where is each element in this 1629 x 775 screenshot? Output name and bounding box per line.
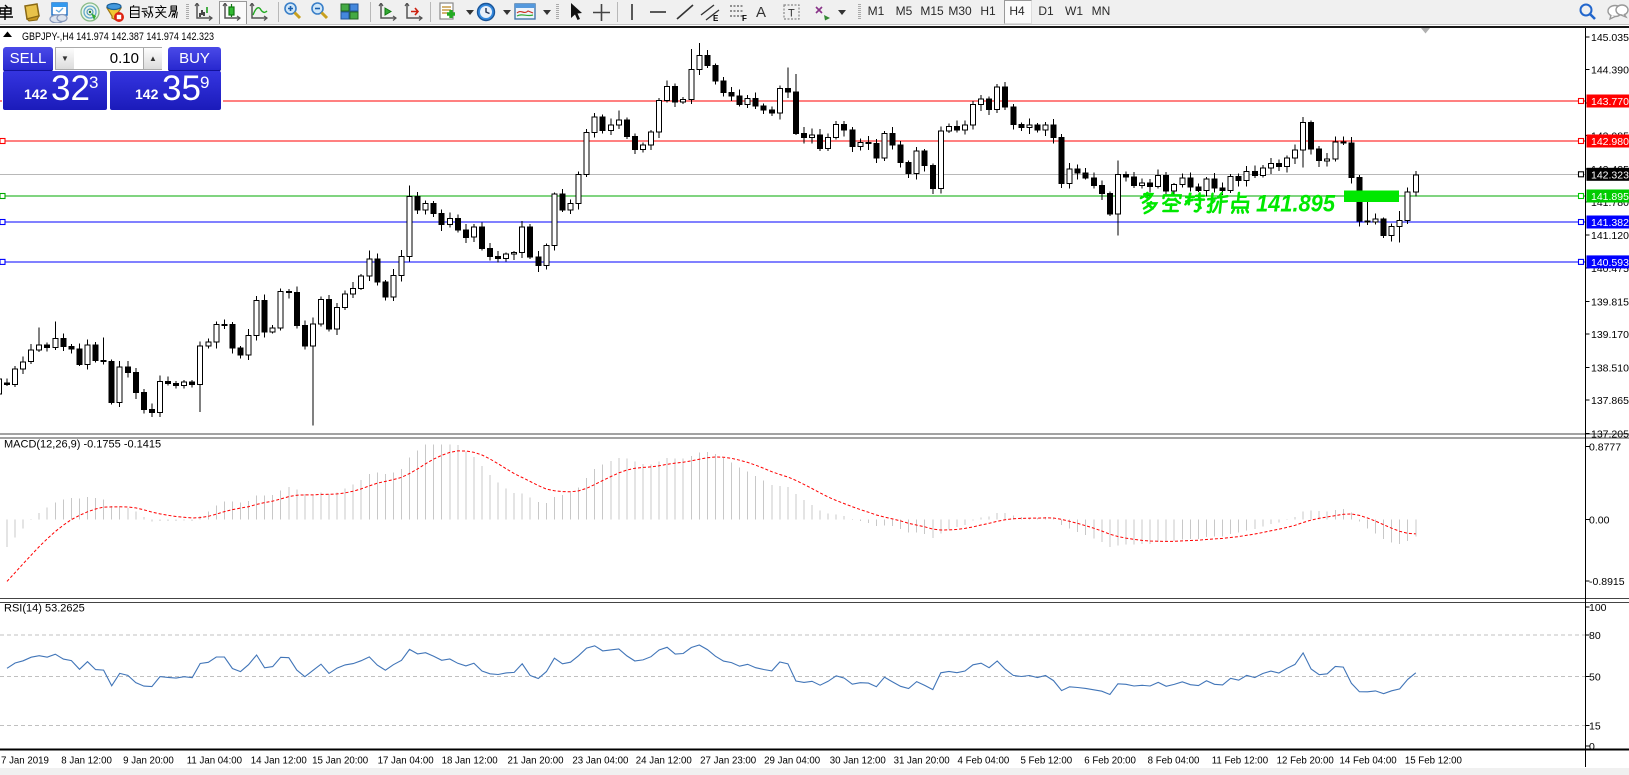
- svg-text:GBPJPY-,H4 141.974 142.387 14: GBPJPY-,H4 141.974 142.387 141.974 142.3…: [22, 31, 214, 43]
- svg-text:139.815: 139.815: [1591, 296, 1629, 308]
- svg-text:30 Jan 12:00: 30 Jan 12:00: [830, 756, 887, 767]
- svg-text:15: 15: [1589, 720, 1601, 732]
- svg-text:139.170: 139.170: [1591, 329, 1629, 341]
- svg-text:29 Jan 04:00: 29 Jan 04:00: [764, 756, 821, 767]
- svg-text:0.8777: 0.8777: [1589, 442, 1621, 454]
- svg-text:143.770: 143.770: [1591, 96, 1629, 108]
- svg-text:T: T: [788, 8, 795, 20]
- svg-text:8 Jan 12:00: 8 Jan 12:00: [61, 756, 112, 767]
- svg-text:21 Jan 20:00: 21 Jan 20:00: [507, 756, 564, 767]
- svg-text:31 Jan 20:00: 31 Jan 20:00: [894, 756, 951, 767]
- svg-text:18 Jan 12:00: 18 Jan 12:00: [442, 756, 499, 767]
- svg-text:7 Jan 2019: 7 Jan 2019: [1, 756, 49, 767]
- svg-text:141.895: 141.895: [1256, 191, 1336, 218]
- svg-text:6 Feb 20:00: 6 Feb 20:00: [1084, 756, 1136, 767]
- svg-text:5 Feb 12:00: 5 Feb 12:00: [1020, 756, 1072, 767]
- svg-text:11 Feb 12:00: 11 Feb 12:00: [1212, 756, 1269, 767]
- svg-text:4 Feb 04:00: 4 Feb 04:00: [958, 756, 1010, 767]
- svg-text:141.120: 141.120: [1591, 230, 1629, 242]
- svg-text:0: 0: [1589, 741, 1595, 753]
- svg-text:12 Feb 20:00: 12 Feb 20:00: [1277, 756, 1335, 767]
- svg-text:27 Jan 23:00: 27 Jan 23:00: [700, 756, 757, 767]
- svg-text:-0.8915: -0.8915: [1589, 576, 1625, 588]
- svg-text:142.323: 142.323: [1591, 169, 1629, 181]
- svg-text:0.00: 0.00: [1589, 515, 1610, 527]
- svg-text:14 Feb 04:00: 14 Feb 04:00: [1340, 756, 1398, 767]
- svg-text:141.895: 141.895: [1591, 191, 1629, 203]
- svg-text:MACD(12,26,9) -0.1755 -0.1415: MACD(12,26,9) -0.1755 -0.1415: [4, 439, 161, 451]
- svg-text:137.205: 137.205: [1591, 428, 1629, 440]
- svg-text:17 Jan 04:00: 17 Jan 04:00: [378, 756, 435, 767]
- svg-text:15 Feb 12:00: 15 Feb 12:00: [1405, 756, 1463, 767]
- svg-text:11 Jan 04:00: 11 Jan 04:00: [187, 756, 243, 767]
- svg-text:9 Jan 20:00: 9 Jan 20:00: [123, 756, 174, 767]
- svg-text:F: F: [742, 14, 747, 22]
- svg-text:141.382: 141.382: [1591, 217, 1629, 229]
- svg-text:23 Jan 04:00: 23 Jan 04:00: [572, 756, 629, 767]
- svg-text:137.865: 137.865: [1591, 395, 1629, 407]
- svg-text:24 Jan 12:00: 24 Jan 12:00: [636, 756, 693, 767]
- svg-text:145.035: 145.035: [1591, 32, 1629, 44]
- svg-text:142.980: 142.980: [1591, 136, 1629, 148]
- svg-text:138.510: 138.510: [1591, 362, 1629, 374]
- svg-text:144.390: 144.390: [1591, 65, 1629, 77]
- svg-text:140.593: 140.593: [1591, 257, 1629, 269]
- svg-text:14 Jan 12:00: 14 Jan 12:00: [251, 756, 308, 767]
- svg-text:50: 50: [1589, 672, 1601, 684]
- svg-text:100: 100: [1589, 602, 1607, 614]
- svg-text:E: E: [713, 14, 719, 22]
- svg-text:15 Jan 20:00: 15 Jan 20:00: [312, 756, 369, 767]
- svg-text:8 Feb 04:00: 8 Feb 04:00: [1148, 756, 1200, 767]
- svg-text:80: 80: [1589, 630, 1601, 642]
- svg-text:RSI(14) 53.2625: RSI(14) 53.2625: [4, 603, 85, 615]
